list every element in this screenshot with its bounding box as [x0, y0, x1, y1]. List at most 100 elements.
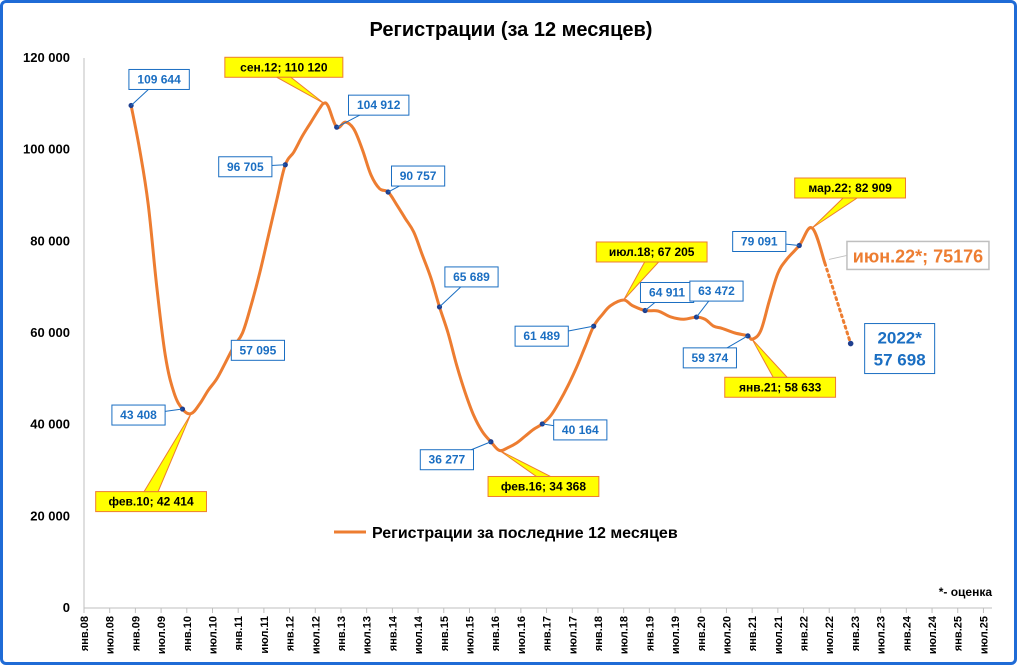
data-label-box	[347, 94, 410, 116]
footnote: *- оценка	[939, 585, 993, 599]
data-label-box	[682, 347, 737, 369]
highlight-label: фев.10; 42 414	[95, 491, 207, 513]
forecast-box	[864, 323, 936, 375]
data-label: 43 408	[111, 404, 166, 426]
highlight-pointer	[811, 197, 859, 229]
y-axis: 0 20 000 40 000 60 000 80 000 100 000 120 000	[23, 50, 85, 615]
data-label: 90 757	[390, 165, 446, 187]
x-tick-label: янв.12	[285, 616, 297, 651]
data-label: 64 911	[639, 281, 695, 303]
highlight-label-text: июл.18; 67 205	[609, 245, 695, 259]
data-label: 104 912	[347, 94, 410, 116]
data-label-text: 79 091	[741, 234, 778, 248]
highlight-label-text: мар.22; 82 909	[808, 181, 892, 195]
data-label-text: 96 705	[227, 160, 264, 174]
data-label-text: 63 472	[698, 284, 735, 298]
highlight-label: сен.12; 110 120	[224, 56, 344, 78]
data-label-box	[444, 266, 499, 288]
highlight-pointer	[751, 338, 789, 378]
y-tick-label: 60 000	[30, 325, 70, 340]
x-tick-label: июл.24	[927, 615, 939, 654]
x-tick-label: июл.11	[259, 616, 271, 654]
x-tick-label: июл.23	[876, 616, 888, 654]
legend-entry: Регистрации за последние 12 месяцев	[372, 525, 678, 542]
x-tick-label: июл.08	[105, 616, 117, 654]
x-tick-label: июл.12	[310, 616, 322, 654]
y-tick-label: 80 000	[30, 233, 70, 248]
data-label-box	[553, 419, 608, 441]
x-tick-label: июл.09	[156, 616, 168, 654]
x-axis: янв.08 июл.08 янв.09 июл.09 янв.10 июл.10 янв.…	[79, 607, 992, 654]
data-label-box	[230, 339, 286, 361]
x-tick-label: янв.21	[747, 616, 759, 651]
x-tick-label: янв.24	[901, 615, 913, 651]
x-tick-label: янв.08	[79, 616, 91, 651]
forecast-label: 2022* 57 698	[864, 323, 936, 375]
forecast-year-text: 2022*	[877, 329, 922, 348]
highlight-label-text: фев.10; 42 414	[109, 495, 194, 509]
x-tick-label: янв.13	[336, 616, 348, 651]
highlight-pointer	[276, 76, 325, 104]
data-label: 61 489	[514, 325, 569, 347]
x-tick-label: янв.19	[644, 616, 656, 651]
data-label: 109 644	[128, 68, 190, 90]
data-label-box	[128, 68, 190, 90]
chart-title: Регистрации (за 12 месяцев)	[370, 19, 653, 41]
data-label: 96 705	[218, 156, 273, 178]
x-tick-label: янв.20	[696, 616, 708, 651]
data-label-box	[689, 280, 744, 302]
forecast-value-text: 57 698	[874, 351, 926, 370]
x-tick-label: янв.17	[542, 616, 554, 651]
x-tick-label: янв.23	[850, 616, 862, 651]
estimate-box	[846, 240, 990, 271]
data-label-box	[390, 165, 446, 187]
x-tick-label: июл.19	[670, 616, 682, 654]
x-tick-label: янв.10	[182, 616, 194, 651]
data-label: 40 164	[553, 419, 608, 441]
highlight-label: мар.22; 82 909	[794, 177, 907, 199]
data-label-text: 64 911	[649, 285, 685, 299]
data-label-text: 104 912	[357, 98, 401, 112]
data-labels: 109 644 43 408 57 095 96 705 104 912 90 757 65…	[95, 56, 990, 513]
data-label: 79 091	[732, 230, 787, 252]
x-tick-label: янв.09	[130, 616, 142, 651]
forecast-point	[847, 340, 854, 347]
data-label: 65 689	[444, 266, 499, 288]
x-tick-label: янв.14	[387, 615, 399, 651]
data-label-text: 65 689	[453, 270, 490, 284]
data-label: 57 095	[230, 339, 286, 361]
x-tick-label: июл.16	[516, 616, 528, 654]
highlight-label-text: янв.21; 58 633	[739, 380, 822, 394]
estimate-text: июн.22*; 75176	[853, 246, 983, 266]
highlight-label: июл.18; 67 205	[595, 241, 708, 263]
highlight-label-text: фев.16; 34 368	[501, 479, 586, 493]
x-tick-label: июл.10	[207, 616, 219, 654]
data-label-text: 109 644	[137, 72, 181, 86]
data-label: 63 472	[689, 280, 744, 302]
x-tick-label: июл.22	[824, 616, 836, 654]
estimate-leader	[828, 254, 848, 260]
data-label-text: 57 095	[240, 343, 277, 357]
x-tick-label: янв.18	[593, 616, 605, 651]
highlight-label: фев.16; 34 368	[487, 475, 600, 497]
data-label-box	[732, 230, 787, 252]
y-tick-label: 40 000	[30, 417, 70, 432]
highlight-pointer	[623, 261, 660, 301]
data-label: 36 277	[419, 449, 474, 471]
x-tick-label: янв.15	[439, 616, 451, 651]
data-label-box	[419, 449, 474, 471]
data-label-text: 90 757	[400, 169, 437, 183]
forecast-line	[823, 261, 853, 346]
highlight-label: янв.21; 58 633	[724, 376, 837, 398]
x-tick-label: янв.25	[953, 616, 965, 651]
data-label-text: 59 374	[692, 351, 729, 365]
data-label-text: 43 408	[120, 408, 157, 422]
legend: Регистрации за последние 12 месяцев	[334, 525, 678, 542]
data-label-text: 40 164	[562, 423, 599, 437]
x-tick-label: янв.11	[233, 616, 245, 651]
x-tick-label: июл.15	[464, 616, 476, 654]
y-tick-label: 0	[63, 600, 70, 615]
x-tick-label: июл.14	[413, 615, 425, 654]
highlight-pointer	[143, 413, 192, 493]
